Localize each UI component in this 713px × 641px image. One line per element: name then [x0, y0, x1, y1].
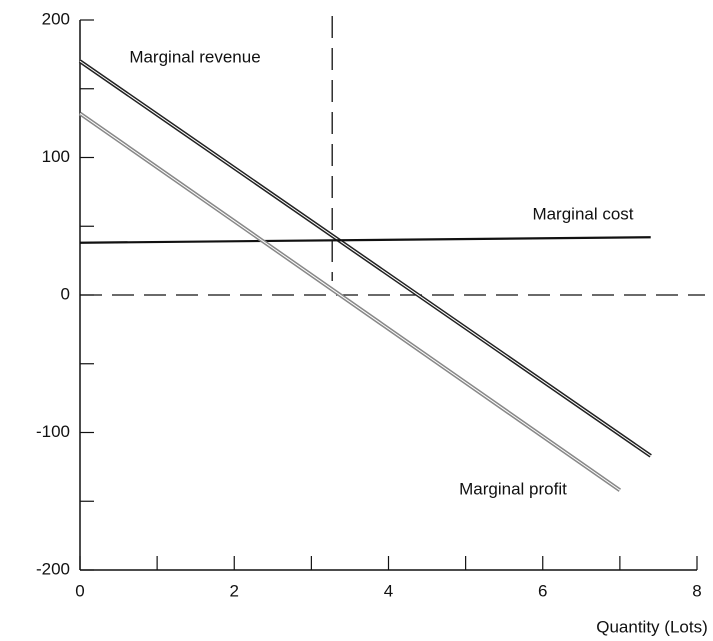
series-label: Marginal cost	[532, 204, 633, 223]
series-label: Marginal profit	[459, 479, 567, 498]
y-tick-label: 0	[61, 284, 70, 303]
x-tick-label: 6	[538, 581, 547, 600]
x-tick-label: 8	[692, 581, 701, 600]
series-line	[79, 236, 651, 244]
series-label: Marginal revenue	[129, 47, 260, 66]
x-axis-label: Quantity (Lots)	[596, 617, 708, 636]
x-tick-label: 4	[384, 581, 393, 600]
y-tick-label: -100	[36, 422, 70, 441]
x-tick-label: 2	[230, 581, 239, 600]
series-line-inner	[79, 113, 621, 491]
y-tick-label: -200	[36, 559, 70, 578]
x-tick-label: 0	[75, 581, 84, 600]
series-line-inner	[79, 60, 652, 457]
y-tick-label: 100	[42, 147, 70, 166]
y-tick-label: 200	[42, 9, 70, 28]
